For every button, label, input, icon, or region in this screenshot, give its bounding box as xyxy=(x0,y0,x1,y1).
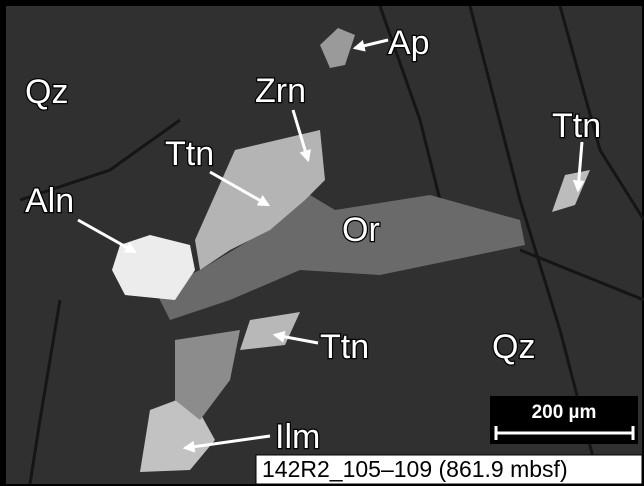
mineral-label: Zrn xyxy=(255,72,306,110)
mineral-label: Ilm xyxy=(275,418,320,456)
mineral-label: Ttn xyxy=(165,135,214,173)
mineral-label: Ap xyxy=(388,24,430,62)
micrograph: Ap Qz Zrn Ttn Ttn Aln Or Ttn Qz Ilm 200 … xyxy=(0,0,644,486)
mineral-label: Qz xyxy=(492,328,535,366)
mineral-label: Or xyxy=(342,211,380,249)
mineral-label: Qz xyxy=(25,73,68,111)
scale-label: 200 µm xyxy=(532,402,597,423)
caption: 142R2_105–109 (861.9 mbsf) xyxy=(262,456,568,482)
mineral-label: Ttn xyxy=(552,107,601,145)
mineral-label: Ttn xyxy=(320,328,369,366)
mineral-label: Aln xyxy=(25,182,74,220)
